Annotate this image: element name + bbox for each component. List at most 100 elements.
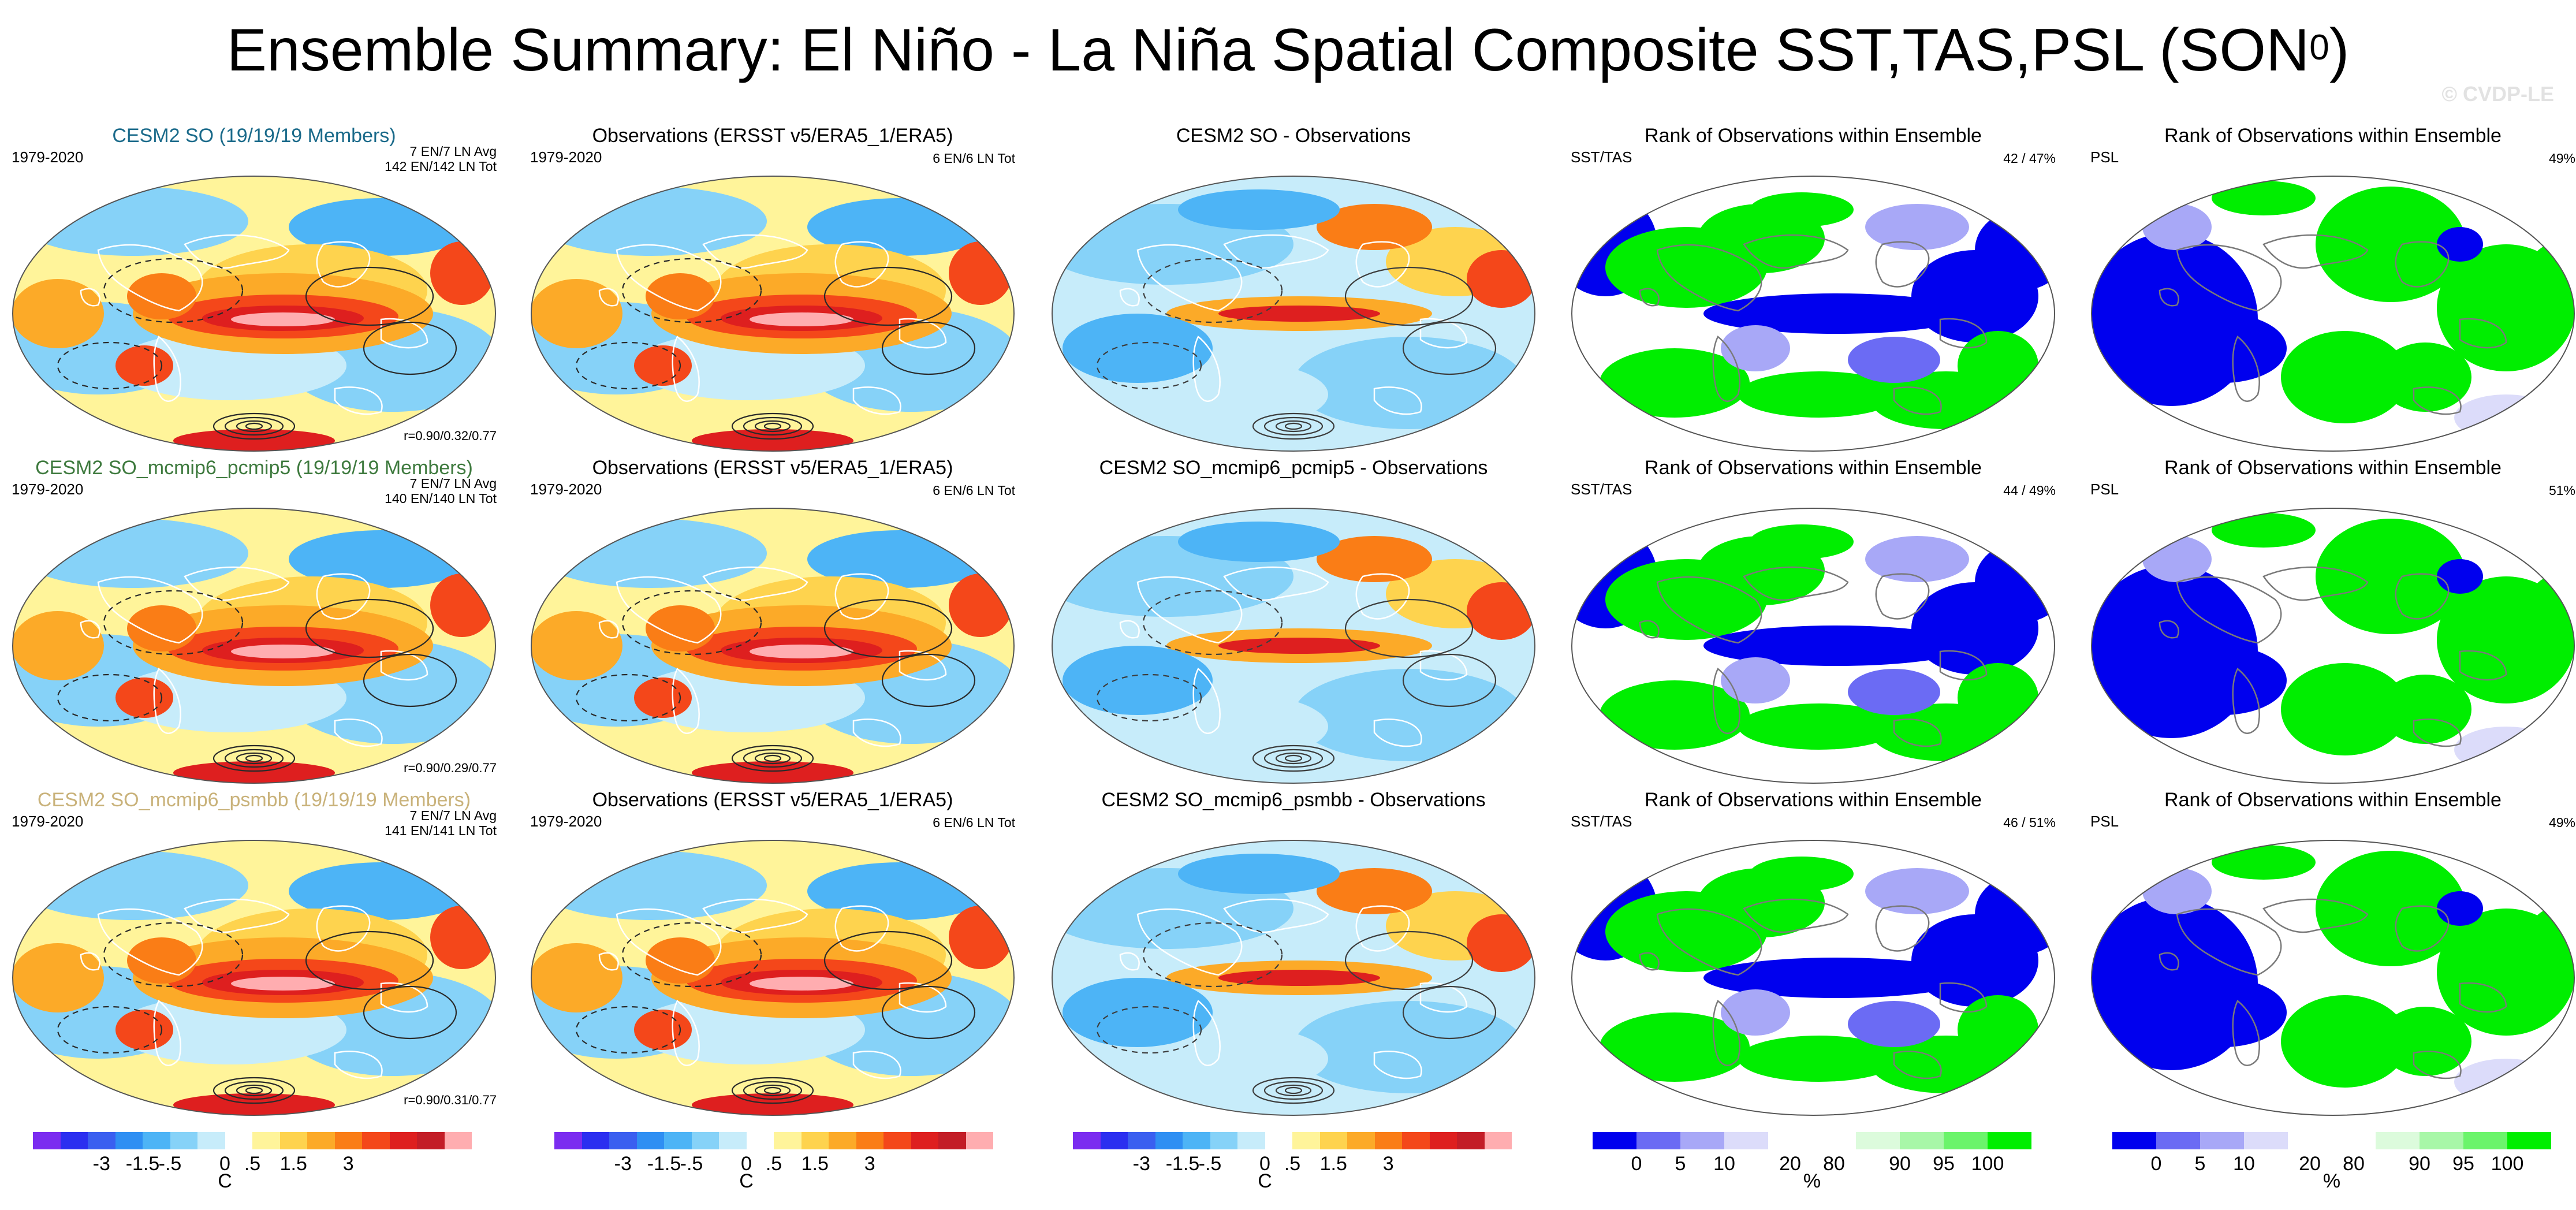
psl-contour	[236, 752, 273, 765]
colorbar-swatch	[252, 1132, 280, 1149]
anomaly-region	[1293, 337, 1524, 429]
rank-region	[2160, 314, 2287, 383]
colorbar-unit: C	[1258, 1170, 1272, 1192]
psl-contour	[1142, 922, 1283, 988]
continent-outline	[2262, 566, 2369, 601]
colorbar-tick-label: 0	[219, 1153, 230, 1175]
continent-outline	[2395, 905, 2450, 952]
panel-title: Observations (ERSST v5/ERA5_1/ERA5)	[592, 457, 953, 479]
continent-outline	[2176, 908, 2282, 976]
colorbar-swatch	[1593, 1132, 1636, 1149]
anomaly-region	[750, 977, 853, 991]
map-outline	[2091, 176, 2575, 452]
rank-region	[2379, 342, 2471, 412]
rank-region	[1600, 680, 1750, 750]
continent-outline	[1939, 982, 1988, 1013]
rank-region	[2454, 1059, 2558, 1105]
rank-percent: 44 / 49%	[2003, 483, 2056, 498]
rank-region	[1600, 1012, 1750, 1082]
continent-outline	[852, 1051, 901, 1079]
colorbar-swatch	[1155, 1132, 1183, 1149]
anomaly-region	[13, 279, 104, 348]
psl-contour	[1344, 598, 1474, 658]
anomaly-region	[127, 605, 196, 651]
psl-contour	[621, 258, 762, 323]
rank-map	[1571, 176, 2055, 452]
panel-annotation: 42 / 47%	[2003, 151, 2056, 166]
continent-outline	[153, 336, 181, 402]
panel-title: CESM2 SO (19/19/19 Members)	[112, 125, 396, 147]
psl-contour	[1402, 985, 1497, 1040]
member-average: 7 EN/7 LN Avg	[409, 808, 497, 823]
anomaly-map	[1052, 176, 1535, 452]
rank-percent: 46 / 51%	[2003, 815, 2056, 830]
colorbar-swatch	[1429, 1132, 1457, 1149]
colorbar-swatch	[1988, 1132, 2031, 1149]
rank-percent: 42 / 47%	[2003, 151, 2056, 166]
rank-region	[1703, 626, 1969, 666]
rank-region	[1703, 958, 1969, 998]
colorbar-tick-label: 5	[2194, 1153, 2206, 1175]
variable-label: SST/TAS	[1571, 148, 1632, 166]
anomaly-map	[12, 176, 496, 452]
continent-outline	[702, 234, 808, 269]
colorbar-tick-label: 1.5	[279, 1153, 307, 1175]
psl-contour	[57, 673, 163, 722]
colorbar-swatch	[115, 1132, 143, 1149]
rank-region	[1865, 868, 1969, 914]
colorbar-swatch	[938, 1132, 966, 1149]
continent-outline	[1875, 573, 1930, 620]
continent-outline	[2159, 620, 2179, 639]
rank-region	[1750, 857, 1854, 891]
psl-contour	[743, 1081, 803, 1100]
colorbar-rank-1: 0 5 10 20 80 90 95 100%	[1593, 1132, 2031, 1192]
anomaly-region	[173, 429, 335, 451]
anomaly-region	[1178, 854, 1340, 894]
anomaly-region	[750, 645, 853, 658]
continent-outline	[1192, 1000, 1221, 1066]
colorbar-swatch	[1402, 1132, 1430, 1149]
colorbar-swatch	[33, 1132, 61, 1149]
colorbar-swatch	[60, 1132, 88, 1149]
colorbar-rank-2: 0 5 10 20 80 90 95 100%	[2112, 1132, 2551, 1192]
continent-outline	[852, 718, 901, 747]
psl-contour	[621, 590, 762, 656]
map-panel-rank_psl: Rank of Observations within Ensemble PSL 5…	[2090, 456, 2576, 788]
continent-outline	[834, 905, 889, 952]
anomaly-region	[1218, 638, 1380, 654]
colorbar-diverging-2: -3 -1.5 -.5 0 .5 1.5 3 C	[554, 1132, 993, 1192]
psl-contour	[1263, 749, 1324, 768]
colorbar-swatch	[829, 1132, 856, 1149]
colorbar-swatch	[1319, 1132, 1347, 1149]
anomaly-region	[750, 312, 853, 326]
rank-region	[2454, 394, 2558, 441]
continent-outline	[1743, 898, 1849, 933]
anomaly-region	[1317, 204, 1432, 250]
colorbar-swatch	[911, 1132, 938, 1149]
colorbar-swatch	[389, 1132, 417, 1149]
panel-title: CESM2 SO_mcmip6_psmbb - Observations	[1101, 789, 1486, 811]
colorbar-swatch	[362, 1132, 390, 1149]
pattern-correlation: r=0.90/0.29/0.77	[404, 761, 497, 775]
anomaly-region	[1178, 522, 1340, 562]
map-panel-diff: CESM2 SO_mcmip6_psmbb - Observations	[1051, 788, 1559, 1120]
psl-contour	[224, 749, 284, 768]
colorbar-tick-label: 80	[2343, 1153, 2365, 1175]
psl-contour	[1275, 1084, 1312, 1097]
colorbar-swatch	[965, 1132, 993, 1149]
anomaly-region	[1218, 970, 1380, 986]
rank-region	[2281, 663, 2408, 755]
colorbar-swatch	[1374, 1132, 1402, 1149]
psl-contour	[823, 598, 953, 658]
colorbar-diverging-3: -3 -1.5 -.5 0 .5 1.5 3 C	[1073, 1132, 1512, 1192]
colorbar-swatch	[334, 1132, 362, 1149]
psl-contour	[575, 1006, 681, 1054]
colorbar-swatch	[1680, 1132, 1724, 1149]
colorbar-tick-label: 1.5	[801, 1153, 829, 1175]
continent-outline	[1656, 908, 1762, 976]
colorbar-tick-label: -.5	[158, 1153, 182, 1175]
panel-annotation: 49%	[2549, 151, 2575, 166]
rank-region	[2454, 727, 2558, 773]
continent-outline	[1355, 241, 1410, 288]
anomaly-region	[127, 273, 196, 319]
